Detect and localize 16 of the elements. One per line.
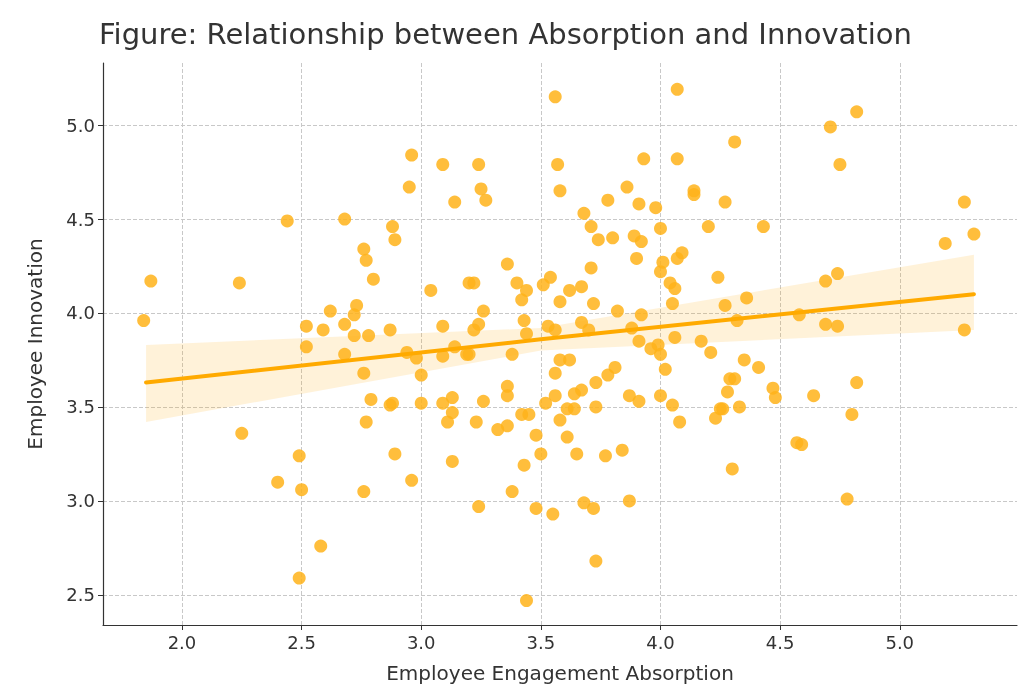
y-tick-label: 5.0 <box>66 114 95 136</box>
x-tick-label: 4.5 <box>765 631 795 653</box>
y-tick-label: 3.5 <box>66 396 95 418</box>
x-axis-title: Employee Engagement Absorption <box>386 661 734 685</box>
y-tick-label: 3.0 <box>66 490 95 512</box>
y-tick-label: 4.0 <box>66 302 95 324</box>
y-tick-label: 4.5 <box>66 208 95 230</box>
x-tick-label: 3.5 <box>526 631 556 653</box>
x-tick-label: 2.0 <box>167 631 197 653</box>
y-axis-title: Employee Innovation <box>23 238 47 450</box>
x-tick-label: 5.0 <box>885 631 915 653</box>
x-tick-label: 4.0 <box>646 631 675 653</box>
y-tick-label: 2.5 <box>66 584 95 606</box>
chart-title: Figure: Relationship between Absorption and Innovation <box>99 16 912 51</box>
x-tick-label: 2.5 <box>287 631 316 653</box>
x-tick-label: 3.0 <box>406 631 436 653</box>
